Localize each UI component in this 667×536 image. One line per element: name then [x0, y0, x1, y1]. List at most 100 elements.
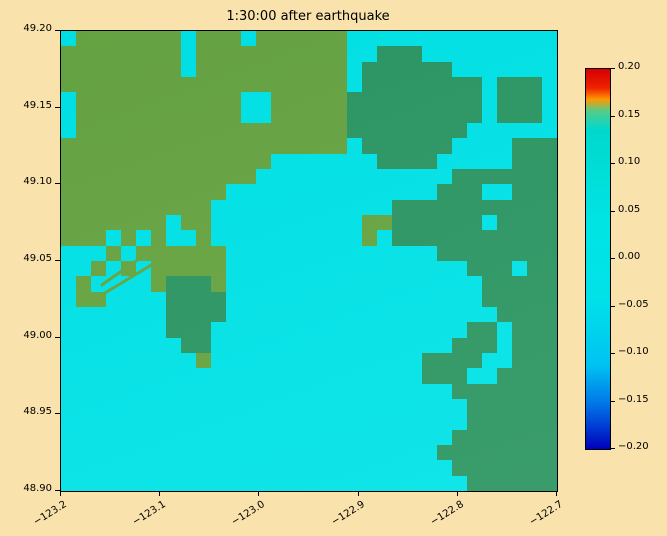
map-cell-land-low	[241, 46, 257, 62]
map-cell-land-high	[526, 214, 542, 231]
map-cell-water	[256, 460, 272, 476]
map-cell-land-low	[121, 214, 137, 231]
map-cell-land-high	[451, 92, 467, 108]
map-cell-water	[481, 306, 497, 323]
map-cell-water	[151, 352, 167, 369]
colorbar-tick-label: −0.20	[618, 441, 649, 452]
map-cell-land-low	[331, 107, 347, 123]
map-cell-land-high	[391, 230, 407, 246]
map-cell-water	[406, 306, 422, 323]
map-cell-water	[541, 92, 557, 108]
map-cell-water	[376, 322, 392, 338]
map-cell-water	[331, 337, 347, 353]
map-cell-land-low	[166, 138, 182, 154]
map-cell-land-high	[406, 92, 422, 108]
map-cell-water	[316, 368, 332, 384]
map-cell-land-low	[196, 199, 212, 215]
map-cell-land-low	[76, 199, 92, 215]
map-cell-land-high	[421, 138, 437, 154]
map-cell-water	[256, 444, 272, 461]
map-cell-water	[421, 383, 437, 399]
map-cell-land-low	[181, 260, 197, 277]
map-cell-water	[91, 245, 107, 261]
map-cell-water	[271, 184, 287, 200]
map-cell-land-high	[496, 76, 512, 93]
map-cell-water	[316, 214, 332, 231]
map-cell-water	[331, 291, 347, 307]
map-cell-land-low	[151, 76, 167, 93]
map-cell-water	[226, 230, 242, 246]
map-cell-water	[421, 460, 437, 476]
map-cell-water	[346, 76, 362, 93]
map-cell-land-high	[526, 260, 542, 277]
map-cell-water	[151, 306, 167, 323]
map-cell-land-low	[211, 260, 227, 277]
map-cell-water	[91, 398, 107, 415]
map-cell-land-low	[181, 168, 197, 185]
map-cell-water	[466, 31, 482, 47]
map-cell-land-low	[301, 138, 317, 154]
map-cell-land-high	[436, 107, 452, 123]
map-cell-water	[121, 383, 137, 399]
map-cell-land-high	[376, 153, 392, 169]
map-cell-land-low	[196, 138, 212, 154]
map-cell-water	[301, 398, 317, 415]
map-cell-water	[76, 429, 92, 445]
map-cell-water	[241, 306, 257, 323]
colorbar-tick-label: 0.00	[618, 251, 641, 262]
y-tick-label: 49.10	[23, 176, 52, 188]
map-cell-land-low	[76, 291, 92, 307]
map-cell-water	[106, 414, 122, 430]
map-cell-water	[271, 383, 287, 399]
map-cell-water	[151, 337, 167, 353]
map-cell-land-low	[91, 46, 107, 62]
map-cell-water	[136, 276, 152, 292]
map-cell-water	[121, 444, 137, 461]
tick-mark	[611, 163, 615, 164]
map-cell-water	[91, 352, 107, 369]
map-cell-land-high	[541, 352, 557, 369]
map-cell-land-high	[481, 429, 497, 445]
map-cell-land-high	[511, 306, 527, 323]
map-cell-water	[91, 414, 107, 430]
map-cell-water	[241, 368, 257, 384]
map-cell-water	[376, 291, 392, 307]
map-cell-water	[211, 199, 227, 215]
map-cell-land-high	[466, 322, 482, 338]
map-cell-water	[76, 245, 92, 261]
map-cell-land-high	[421, 214, 437, 231]
map-cell-water	[271, 245, 287, 261]
map-cell-land-low	[61, 199, 77, 215]
map-cell-land-low	[91, 230, 107, 246]
map-cell-water	[76, 260, 92, 277]
map-cell-water	[316, 429, 332, 445]
map-cell-water	[241, 322, 257, 338]
map-cell-land-high	[376, 122, 392, 139]
map-cell-land-high	[511, 475, 527, 491]
map-cell-water	[391, 383, 407, 399]
map-cell-land-high	[376, 76, 392, 93]
map-cell-water	[466, 306, 482, 323]
map-cell-land-low	[136, 199, 152, 215]
map-cell-land-high	[481, 260, 497, 277]
map-cell-water	[541, 122, 557, 139]
map-cell-land-low	[286, 122, 302, 139]
map-cell-water	[406, 276, 422, 292]
map-cell-land-high	[436, 368, 452, 384]
map-cell-land-low	[151, 138, 167, 154]
map-cell-land-high	[496, 460, 512, 476]
map-cell-land-high	[391, 214, 407, 231]
map-cell-land-low	[301, 76, 317, 93]
map-cell-water	[481, 61, 497, 77]
map-cell-land-high	[481, 337, 497, 353]
map-cell-water	[211, 383, 227, 399]
map-cell-land-low	[136, 153, 152, 169]
map-cell-land-low	[151, 153, 167, 169]
map-cell-water	[316, 383, 332, 399]
map-cell-land-low	[91, 260, 107, 277]
map-cell-water	[331, 199, 347, 215]
colorbar	[585, 68, 611, 450]
tick-mark	[611, 210, 615, 212]
map-cell-water	[346, 230, 362, 246]
map-cell-land-low	[196, 168, 212, 185]
